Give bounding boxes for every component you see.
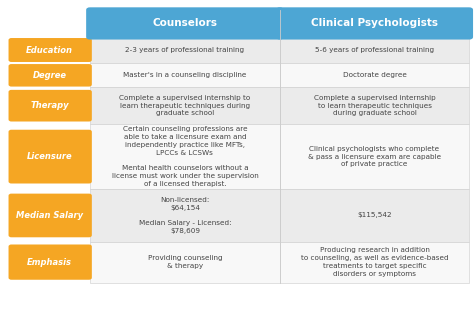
Bar xyxy=(280,241,469,283)
Bar xyxy=(90,189,280,241)
FancyBboxPatch shape xyxy=(276,7,473,40)
FancyBboxPatch shape xyxy=(9,130,92,183)
FancyBboxPatch shape xyxy=(9,244,92,280)
FancyBboxPatch shape xyxy=(9,90,92,122)
Bar xyxy=(90,63,280,88)
Text: Degree: Degree xyxy=(33,71,67,80)
Bar xyxy=(280,37,469,63)
Text: Therapy: Therapy xyxy=(30,101,69,110)
Text: Non-licensed:
$64,154

Median Salary - Licensed:
$78,609: Non-licensed: $64,154 Median Salary - Li… xyxy=(138,197,231,234)
Bar xyxy=(280,189,469,241)
Text: Counselors: Counselors xyxy=(152,18,218,28)
Text: Clinical Psychologists: Clinical Psychologists xyxy=(311,18,438,28)
Bar xyxy=(280,63,469,88)
FancyBboxPatch shape xyxy=(9,193,92,237)
Text: Education: Education xyxy=(26,46,73,55)
Text: 2-3 years of professional training: 2-3 years of professional training xyxy=(125,47,245,53)
Text: Doctorate degree: Doctorate degree xyxy=(343,72,407,78)
FancyBboxPatch shape xyxy=(9,38,92,62)
Bar xyxy=(90,37,280,63)
FancyBboxPatch shape xyxy=(86,7,283,40)
Bar xyxy=(280,124,469,189)
Bar xyxy=(280,88,469,124)
Text: Providing counseling
& therapy: Providing counseling & therapy xyxy=(147,255,222,269)
Text: Producing research in addition
to counseling, as well as evidence-based
treatmen: Producing research in addition to counse… xyxy=(301,247,448,277)
Text: 5-6 years of professional training: 5-6 years of professional training xyxy=(315,47,434,53)
Text: Clinical psychologists who complete
& pass a licensure exam are capable
of priva: Clinical psychologists who complete & pa… xyxy=(308,146,441,167)
Text: Certain counseling professions are
able to take a licensure exam and
independent: Certain counseling professions are able … xyxy=(111,127,258,187)
Text: Complete a supervised internship to
learn therapeutic techniques during
graduate: Complete a supervised internship to lear… xyxy=(119,95,251,117)
Text: Master's in a counseling discipline: Master's in a counseling discipline xyxy=(123,72,246,78)
Text: $115,542: $115,542 xyxy=(357,212,392,218)
Bar xyxy=(90,88,280,124)
Text: Complete a supervised internship
to learn therapeutic techniques
during graduate: Complete a supervised internship to lear… xyxy=(314,95,436,117)
Bar xyxy=(90,241,280,283)
Text: Median Salary: Median Salary xyxy=(16,211,83,220)
Text: Licensure: Licensure xyxy=(27,152,73,161)
FancyBboxPatch shape xyxy=(9,64,92,87)
Text: Emphasis: Emphasis xyxy=(27,258,72,267)
Bar xyxy=(90,124,280,189)
